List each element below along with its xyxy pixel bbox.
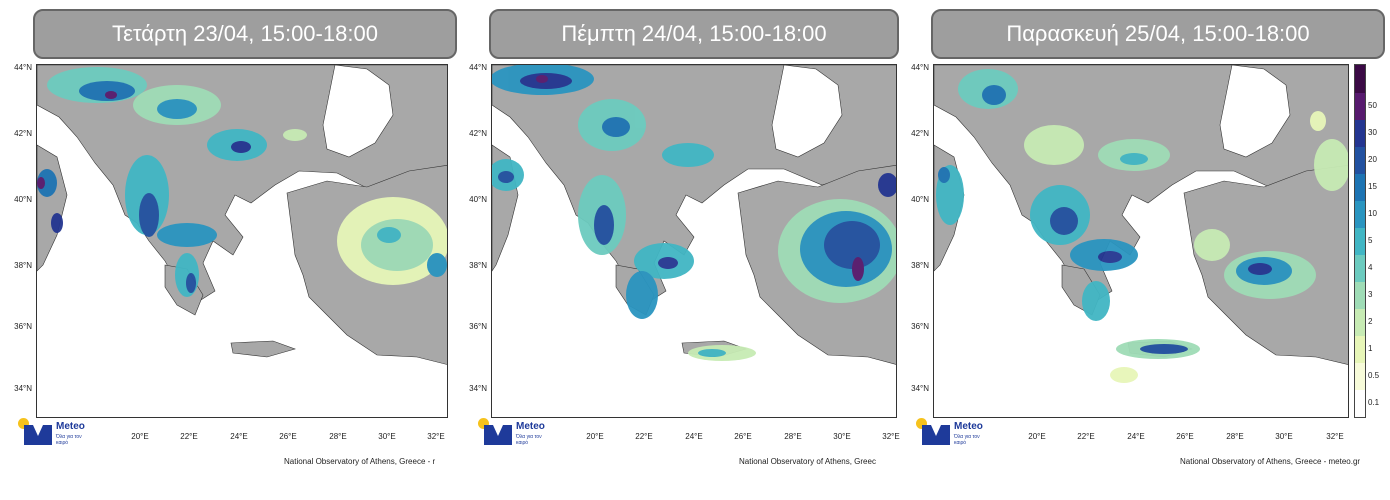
- colorbar-tick-label: 15: [1368, 181, 1377, 191]
- lon-label: 32°E: [882, 432, 900, 441]
- lat-label: 38°N: [911, 261, 929, 270]
- lon-label: 32°E: [427, 432, 445, 441]
- credit-text: National Observatory of Athens, Greece -…: [1180, 457, 1361, 466]
- lon-label: 32°E: [1326, 432, 1344, 441]
- colorbar-tick-label: 0.5: [1368, 371, 1380, 381]
- colorbar-segment: [1355, 389, 1365, 418]
- logo-name: Meteo: [56, 421, 85, 432]
- precipitation-map: [36, 64, 448, 418]
- credit-text: National Observatory of Athens, Greec: [739, 457, 876, 466]
- lon-label: 28°E: [1226, 432, 1244, 441]
- lat-label: 40°N: [14, 195, 32, 204]
- colorbar-segment: [1355, 281, 1365, 310]
- lon-label: 26°E: [734, 432, 752, 441]
- colorbar-tick-label: 20: [1368, 154, 1377, 164]
- forecast-panel-2: Πέμπτη 24/04, 15:00-18:00: [455, 0, 900, 500]
- lat-label: 40°N: [469, 195, 487, 204]
- lat-label: 38°N: [14, 261, 32, 270]
- precipitation-map: [933, 64, 1349, 418]
- lat-label: 34°N: [14, 384, 32, 393]
- panel-title: Πέμπτη 24/04, 15:00-18:00: [489, 9, 899, 59]
- lon-label: 24°E: [230, 432, 248, 441]
- logo-tagline: Όλα για τον καιρό: [954, 434, 980, 446]
- lat-label: 40°N: [911, 195, 929, 204]
- lat-label: 42°N: [469, 129, 487, 138]
- colorbar-tick-label: 0.1: [1368, 398, 1380, 408]
- lon-label: 22°E: [1077, 432, 1095, 441]
- logo-tagline: Όλα για τον καιρό: [56, 434, 82, 446]
- lat-label: 42°N: [911, 129, 929, 138]
- colorbar-segment: [1355, 119, 1365, 147]
- colorbar-segment: [1355, 227, 1365, 256]
- lon-label: 30°E: [1275, 432, 1293, 441]
- logo-name: Meteo: [954, 421, 983, 432]
- lat-label: 42°N: [14, 129, 32, 138]
- logo-name: Meteo: [516, 421, 545, 432]
- colorbar-segment: [1355, 173, 1365, 201]
- colorbar-segment: [1355, 92, 1365, 120]
- colorbar-tick-label: 1: [1368, 344, 1373, 354]
- meteo-logo: Meteo Όλα για τον καιρό: [916, 418, 983, 448]
- lon-label: 24°E: [1127, 432, 1145, 441]
- colorbar-tick-label: 10: [1368, 208, 1377, 218]
- lon-label: 24°E: [685, 432, 703, 441]
- colorbar-segment: [1355, 65, 1365, 93]
- lon-label: 20°E: [1028, 432, 1046, 441]
- meteo-logo: Meteo Όλα για τον καιρό: [18, 418, 85, 448]
- colorbar-tick-label: 5: [1368, 236, 1373, 245]
- forecast-panel-3: Παρασκευή 25/04, 15:00-18:00: [897, 0, 1385, 500]
- colorbar-tick-label: 2: [1368, 317, 1373, 327]
- panel-title: Τετάρτη 23/04, 15:00-18:00: [33, 9, 457, 59]
- credit-text: National Observatory of Athens, Greece -…: [284, 457, 436, 466]
- colorbar-segment: [1355, 362, 1365, 391]
- colorbar-segment: [1355, 308, 1365, 337]
- logo-m-icon: [24, 425, 52, 445]
- logo-sun-icon: [478, 418, 489, 429]
- lat-label: 44°N: [469, 63, 487, 72]
- lat-label: 34°N: [469, 384, 487, 393]
- lat-label: 36°N: [469, 322, 487, 331]
- colorbar-tick-label: 30: [1368, 127, 1377, 137]
- logo-m-icon: [484, 425, 512, 445]
- colorbar-segment: [1355, 200, 1365, 228]
- logo-sun-icon: [916, 418, 927, 429]
- meteo-logo: Meteo Όλα για τον καιρό: [478, 418, 545, 448]
- lon-label: 20°E: [586, 432, 604, 441]
- lon-label: 30°E: [833, 432, 851, 441]
- precipitation-colorbar: [1354, 64, 1366, 418]
- lon-label: 30°E: [378, 432, 396, 441]
- precipitation-map: [491, 64, 897, 418]
- panel-title: Παρασκευή 25/04, 15:00-18:00: [931, 9, 1385, 59]
- colorbar-segment: [1355, 146, 1365, 174]
- colorbar-tick-label: 3: [1368, 290, 1373, 300]
- lon-label: 20°E: [131, 432, 149, 441]
- lon-label: 22°E: [180, 432, 198, 441]
- logo-tagline: Όλα για τον καιρό: [516, 434, 542, 446]
- lat-label: 44°N: [14, 63, 32, 72]
- colorbar-tick-label: 4: [1368, 263, 1373, 273]
- lat-label: 36°N: [14, 322, 32, 331]
- colorbar-tick-label: 50: [1368, 100, 1377, 110]
- lon-label: 28°E: [784, 432, 802, 441]
- lat-label: 36°N: [911, 322, 929, 331]
- lon-label: 22°E: [635, 432, 653, 441]
- lat-label: 44°N: [911, 63, 929, 72]
- colorbar-segment: [1355, 335, 1365, 364]
- forecast-panel-1: Τετάρτη 23/04, 15:00-18:00: [0, 0, 457, 500]
- logo-m-icon: [922, 425, 950, 445]
- colorbar-segment: [1355, 254, 1365, 283]
- lat-label: 38°N: [469, 261, 487, 270]
- logo-sun-icon: [18, 418, 29, 429]
- lon-label: 26°E: [279, 432, 297, 441]
- lat-label: 34°N: [911, 384, 929, 393]
- lon-label: 26°E: [1176, 432, 1194, 441]
- lon-label: 28°E: [329, 432, 347, 441]
